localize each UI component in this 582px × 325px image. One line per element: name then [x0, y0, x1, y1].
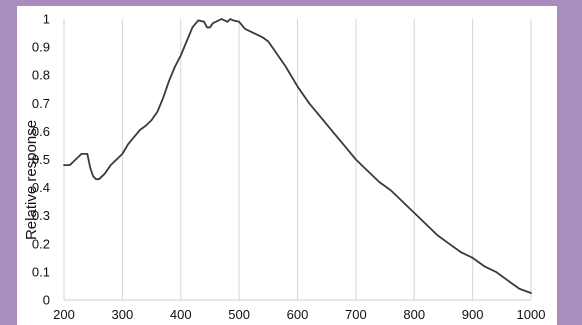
y-tick-label: 0.8 — [32, 68, 50, 83]
y-tick-label: 1 — [43, 12, 50, 27]
y-tick-label: 0.4 — [32, 180, 50, 195]
y-tick-label: 0 — [43, 293, 50, 308]
y-tick-label: 0.2 — [32, 236, 50, 251]
x-tick-label: 600 — [287, 307, 309, 322]
y-tick-label: 0.7 — [32, 96, 50, 111]
y-axis-label: Relative response — [23, 120, 40, 240]
x-tick-label: 500 — [228, 307, 250, 322]
x-tick-label: 400 — [170, 307, 192, 322]
x-tick-label: 300 — [112, 307, 134, 322]
x-tick-label: 700 — [345, 307, 367, 322]
x-tick-label: 900 — [462, 307, 484, 322]
series-layer — [63, 18, 532, 294]
x-axis-tick-labels: 200 300 400 500 600 700 800 900 1000 — [53, 307, 545, 322]
x-tick-label: 800 — [403, 307, 425, 322]
spectral-response-chart: 0 0.1 0.2 0.3 0.4 0.5 0.6 0.7 0.8 0.9 1 200 300 400 5… — [23, 12, 545, 323]
y-axis-tick-labels: 0 0.1 0.2 0.3 0.4 0.5 0.6 0.7 0.8 0.9 1 — [32, 12, 50, 308]
y-tick-label: 0.9 — [32, 40, 50, 55]
chart-panel: 0 0.1 0.2 0.3 0.4 0.5 0.6 0.7 0.8 0.9 1 200 300 400 5… — [17, 6, 557, 325]
y-tick-label: 0.5 — [32, 152, 50, 167]
grid-lines — [63, 19, 532, 301]
series-line-0 — [63, 18, 532, 294]
x-tick-label: 200 — [53, 307, 75, 322]
x-tick-label: 1000 — [517, 307, 546, 322]
y-tick-label: 0.3 — [32, 208, 50, 223]
y-tick-label: 0.1 — [32, 264, 50, 279]
y-tick-label: 0.6 — [32, 124, 50, 139]
